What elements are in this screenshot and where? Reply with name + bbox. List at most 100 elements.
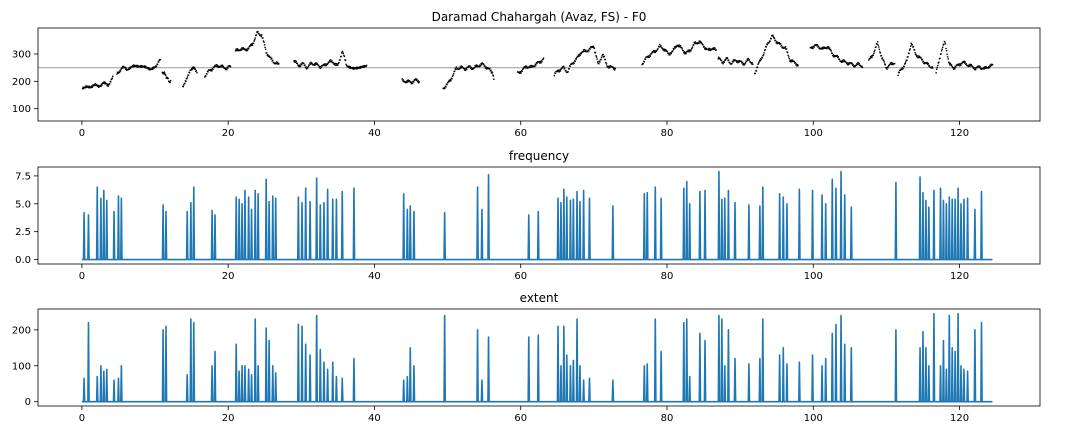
f0-point: [413, 81, 415, 83]
f0-point: [542, 57, 545, 59]
f0-point: [159, 59, 162, 61]
f0-point: [234, 50, 237, 52]
f0-point: [525, 67, 527, 69]
y-tick-label: 5.0: [15, 199, 31, 210]
f0-point: [241, 47, 243, 49]
f0-point: [492, 74, 494, 76]
f0-point: [746, 58, 748, 60]
f0-point: [352, 66, 354, 69]
f0-point: [967, 65, 969, 67]
f0-point: [154, 66, 157, 68]
f0-point: [880, 54, 883, 57]
f0-point: [731, 63, 733, 65]
f0-point: [682, 49, 684, 52]
f0-point: [469, 67, 472, 70]
f0-point: [715, 49, 717, 51]
f0-point: [558, 69, 560, 71]
f0-point: [688, 50, 690, 53]
f0-point: [658, 43, 661, 46]
f0-point: [977, 66, 980, 68]
f0-point: [770, 37, 772, 40]
f0-point: [519, 72, 521, 75]
f0-point: [540, 60, 543, 62]
f0-point: [354, 67, 357, 69]
pitch-segment: [809, 43, 864, 69]
f0-point: [444, 87, 446, 90]
f0-point: [908, 49, 911, 51]
f0-point: [983, 66, 985, 69]
f0-point: [612, 66, 614, 68]
f0-point: [452, 74, 454, 77]
f0-point: [937, 62, 940, 64]
f0-point: [407, 79, 409, 81]
f0-point: [111, 78, 113, 80]
f0-point: [104, 81, 106, 84]
f0-point: [404, 81, 407, 84]
f0-point: [578, 55, 580, 57]
f0-point: [523, 67, 525, 69]
f0-point: [697, 42, 700, 45]
f0-point: [886, 68, 888, 70]
f0-point: [657, 48, 659, 50]
f0-point: [843, 60, 845, 63]
f0-point: [139, 66, 142, 68]
f0-point: [468, 66, 471, 68]
f0-point: [294, 59, 296, 62]
f0-point: [84, 86, 86, 89]
f0-point: [892, 63, 894, 66]
f0-point: [454, 67, 456, 70]
f0-point: [244, 48, 246, 50]
f0-point: [245, 48, 247, 51]
f0-point: [713, 48, 716, 51]
f0-point: [345, 63, 347, 66]
f0-point: [236, 48, 238, 50]
f0-point: [832, 54, 835, 56]
x-tick-label: 0: [79, 128, 85, 139]
f0-point: [832, 55, 834, 57]
f0-point: [93, 84, 95, 86]
f0-point: [607, 67, 610, 69]
f0-point: [738, 61, 740, 63]
f0-point: [564, 67, 566, 69]
x-tick-label: 0: [79, 413, 85, 424]
f0-point: [118, 71, 121, 74]
f0-point: [607, 65, 609, 68]
f0-point: [132, 64, 135, 66]
f0-point: [928, 64, 931, 67]
f0-point: [779, 43, 782, 45]
f0-point: [791, 60, 793, 63]
f0-point: [762, 54, 764, 57]
f0-point: [968, 65, 971, 67]
f0-point: [342, 52, 345, 55]
f0-point: [598, 62, 600, 65]
f0-point: [708, 47, 710, 50]
f0-point: [743, 64, 745, 66]
f0-point: [699, 42, 701, 44]
f0-point: [324, 63, 326, 65]
x-tick-label: 80: [661, 128, 674, 139]
f0-point: [358, 66, 360, 68]
f0-point: [879, 52, 882, 54]
f0-point: [557, 70, 559, 73]
f0-point: [216, 65, 218, 68]
f0-point: [941, 48, 943, 50]
f0-point: [974, 68, 977, 71]
f0-point: [746, 60, 748, 62]
f0-point: [898, 71, 900, 74]
f0-point: [484, 65, 486, 67]
f0-point: [605, 63, 608, 65]
f0-point: [245, 50, 248, 52]
f0-point: [718, 56, 720, 59]
f0-point: [129, 67, 132, 70]
f0-point: [89, 87, 91, 89]
f0-point: [763, 52, 765, 54]
f0-point: [990, 64, 993, 66]
f0-point: [602, 53, 604, 56]
f0-point: [349, 66, 352, 68]
f0-point: [946, 56, 949, 58]
f0-point: [119, 70, 122, 72]
f0-point: [758, 61, 760, 63]
f0-point: [693, 41, 695, 44]
f0-point: [97, 86, 100, 88]
f0-point: [931, 66, 933, 68]
